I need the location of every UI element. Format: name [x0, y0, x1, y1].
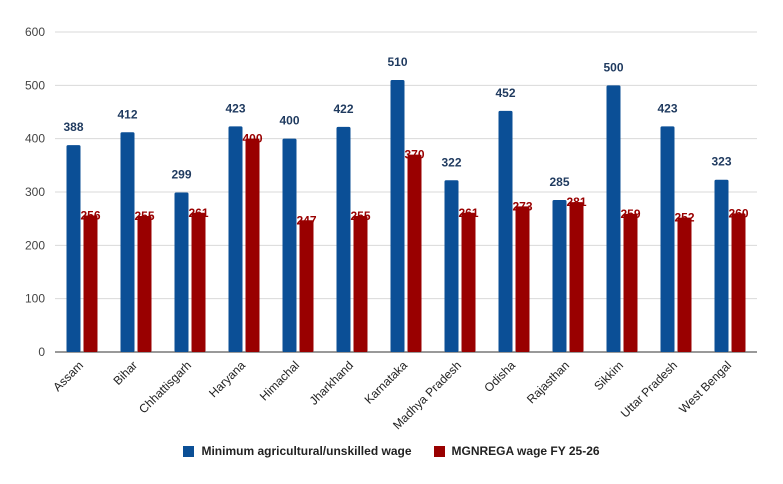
legend: Minimum agricultural/unskilled wage MGNRE… — [0, 444, 783, 458]
bar-mgnrega-wage — [677, 217, 692, 352]
data-label: 261 — [458, 206, 478, 220]
legend-item: MGNREGA wage FY 25-26 — [433, 444, 600, 458]
y-tick-label: 300 — [25, 185, 45, 199]
x-tick-label: Jharkhand — [307, 358, 357, 408]
data-label: 285 — [549, 175, 569, 189]
data-label: 370 — [404, 148, 424, 162]
x-tick-label: Sikkim — [591, 358, 626, 393]
legend-swatch — [433, 445, 445, 457]
data-label: 412 — [117, 107, 137, 121]
y-tick-label: 400 — [25, 132, 45, 146]
data-label: 400 — [279, 114, 299, 128]
data-labels: 388 256 412 255 299 261 423 400 400 247 422 255 510 3… — [63, 55, 748, 227]
data-label: 256 — [80, 208, 100, 222]
y-tick-label: 200 — [25, 238, 45, 252]
legend-label: MGNREGA wage FY 25-26 — [451, 444, 600, 458]
bar-mgnrega-wage — [83, 215, 98, 352]
data-label: 423 — [657, 101, 677, 115]
data-label: 323 — [711, 155, 731, 169]
bar-minimum-wage — [444, 180, 459, 352]
bar-mgnrega-wage — [299, 220, 314, 352]
bar-minimum-wage — [606, 85, 621, 352]
data-label: 322 — [441, 155, 461, 169]
data-label: 510 — [387, 55, 407, 69]
data-label: 260 — [728, 206, 748, 220]
bar-mgnrega-wage — [191, 212, 206, 352]
data-label: 423 — [225, 101, 245, 115]
data-label: 281 — [566, 195, 586, 209]
bar-mgnrega-wage — [353, 216, 368, 352]
gridlines — [55, 31, 757, 353]
bar-mgnrega-wage — [245, 138, 260, 352]
bar-mgnrega-wage — [731, 213, 746, 352]
bar-minimum-wage — [660, 126, 675, 353]
legend-item: Minimum agricultural/unskilled wage — [183, 444, 412, 458]
y-axis-ticks: 0 100 200 300 400 500 600 — [25, 25, 45, 359]
bar-mgnrega-wage — [407, 154, 422, 352]
bar-mgnrega-wage — [461, 212, 476, 352]
legend-swatch — [183, 445, 195, 457]
bar-minimum-wage — [228, 126, 243, 353]
x-tick-label: Himachal — [257, 358, 302, 403]
data-label: 261 — [188, 206, 208, 220]
bar-minimum-wage — [714, 179, 729, 352]
data-label: 452 — [495, 86, 515, 100]
y-tick-label: 600 — [25, 25, 45, 39]
y-tick-label: 0 — [38, 345, 45, 359]
bar-minimum-wage — [120, 132, 135, 352]
x-tick-label: Haryana — [206, 358, 248, 400]
x-tick-label: Chhattisgarh — [136, 358, 194, 416]
bar-mgnrega-wage — [515, 206, 530, 352]
bar-mgnrega-wage — [137, 216, 152, 352]
y-tick-label: 500 — [25, 78, 45, 92]
bar-minimum-wage — [282, 138, 297, 352]
legend-label: Minimum agricultural/unskilled wage — [201, 444, 412, 458]
data-label: 400 — [242, 132, 262, 146]
data-label: 273 — [512, 199, 532, 213]
data-label: 252 — [674, 211, 694, 225]
x-tick-label: Odisha — [481, 358, 518, 395]
data-label: 259 — [620, 207, 640, 221]
data-label: 247 — [296, 213, 316, 227]
bar-minimum-wage — [498, 110, 513, 352]
bar-mgnrega-wage — [569, 202, 584, 352]
x-tick-label: Karnataka — [362, 358, 411, 407]
data-label: 388 — [63, 120, 83, 134]
x-tick-label: West Bengal — [676, 358, 734, 416]
data-label: 500 — [603, 60, 623, 74]
x-tick-label: Bihar — [110, 358, 140, 388]
bar-mgnrega-wage — [623, 213, 638, 352]
x-tick-label: Uttar Pradesh — [618, 358, 680, 420]
data-label: 255 — [134, 209, 154, 223]
bar-minimum-wage — [390, 80, 405, 352]
bar-minimum-wage — [552, 200, 567, 352]
bars — [66, 80, 746, 353]
y-tick-label: 100 — [25, 292, 45, 306]
x-tick-label: Rajasthan — [524, 358, 572, 406]
x-tick-label: Assam — [50, 358, 86, 394]
bar-minimum-wage — [174, 192, 189, 352]
data-label: 422 — [333, 102, 353, 116]
bar-minimum-wage — [66, 145, 81, 352]
bar-minimum-wage — [336, 126, 351, 352]
data-label: 255 — [350, 209, 370, 223]
data-label: 299 — [171, 168, 191, 182]
bar-chart: 0 100 200 300 400 500 600 388 256 412 255 299 261 42… — [25, 25, 757, 432]
